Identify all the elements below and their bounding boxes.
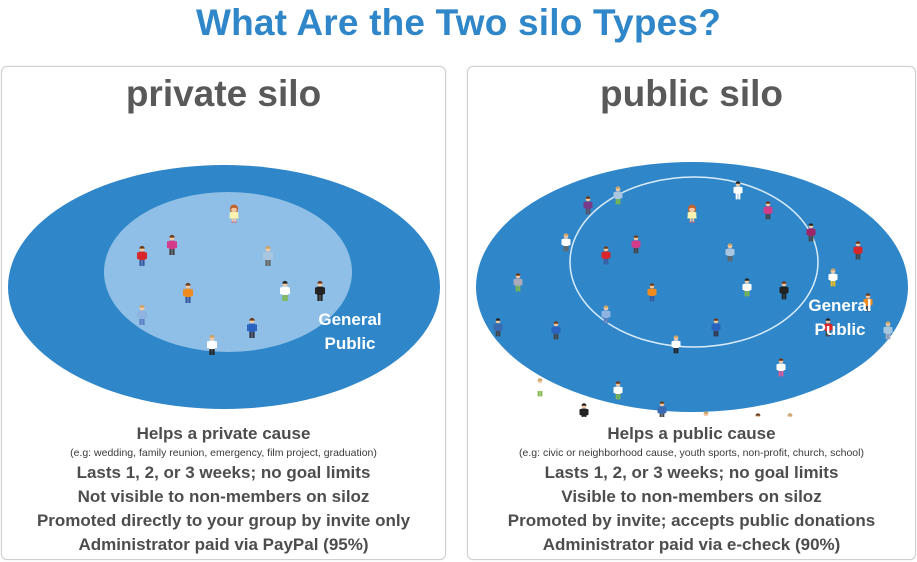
group-boundary-ring [569,176,819,348]
person-icon [733,181,743,200]
payout-text: Administrator paid via PayPal (95%) [78,535,369,554]
person-icon [583,196,593,215]
promotion-text: Promoted by invite; accepts public donat… [507,511,876,530]
general-public-label: Public [814,320,865,339]
person-icon [167,234,177,255]
person-icon [493,318,503,337]
private-silo-description: Helps a private cause (e.g: wedding, fam… [2,423,445,557]
private-group-ellipse [104,192,352,352]
person-icon [779,281,789,300]
person-icon [806,223,816,242]
person-icon [671,335,681,354]
general-public-ellipse [476,162,908,412]
person-icon [247,317,257,338]
person-icon [183,282,193,303]
person-icon [823,318,833,337]
general-public-label: Public [324,334,375,353]
person-icon [711,318,721,337]
person-icon [137,304,147,325]
person-icon [561,233,571,252]
person-icon [315,280,325,301]
person-icon [601,246,611,265]
cause-examples: (e.g: wedding, family reunion, emergency… [70,447,377,459]
person-icon [883,321,893,340]
public-group-people [493,181,893,417]
payout-text: Administrator paid via e-check (90%) [542,535,841,554]
cause-heading: Helps a private cause [136,424,311,443]
person-icon [687,204,697,223]
cause-heading: Helps a public cause [607,424,776,443]
person-icon [579,403,589,417]
person-icon [755,413,761,417]
promotion-text: Promoted directly to your group by invit… [36,511,411,530]
public-silo-panel: public silo General Public Helps a publi… [467,66,916,560]
person-icon [613,186,623,205]
cause-examples: (e.g: civic or neighborhood cause, youth… [519,447,864,459]
person-icon [137,245,147,266]
person-icon [280,280,290,301]
person-icon [702,411,710,417]
visibility-text: Visible to non-members on siloz [561,487,822,506]
person-icon [787,413,793,417]
person-icon [229,204,239,223]
person-icon [263,245,273,266]
public-silo-illustration: General Public [476,162,908,417]
public-silo-description: Helps a public cause (e.g: civic or neig… [468,423,915,557]
person-icon [828,268,838,287]
person-icon [601,305,611,324]
private-silo-panel: private silo General Public Helps a priv… [1,66,446,560]
person-icon [513,273,523,292]
general-public-label: General [808,296,871,315]
person-icon [657,401,667,417]
person-icon [725,243,735,262]
page-title: What Are the Two silo Types? [195,2,721,43]
person-icon [631,235,641,254]
person-icon [647,283,657,302]
person-icon [853,241,863,260]
person-icon [763,201,773,220]
person-icon [613,381,623,400]
person-icon [551,321,561,340]
general-public-label: General [318,310,381,329]
public-silo-title: public silo [600,73,783,114]
person-icon [742,278,752,297]
person-icon [207,334,217,355]
person-icon [535,378,545,397]
private-group-people [137,204,325,355]
person-icon [776,358,786,377]
visibility-text: Not visible to non-members on siloz [77,487,370,506]
duration-text: Lasts 1, 2, or 3 weeks; no goal limits [76,463,371,482]
private-silo-illustration: General Public [8,165,440,409]
duration-text: Lasts 1, 2, or 3 weeks; no goal limits [544,463,839,482]
person-icon [863,293,873,312]
private-silo-title: private silo [125,73,322,114]
